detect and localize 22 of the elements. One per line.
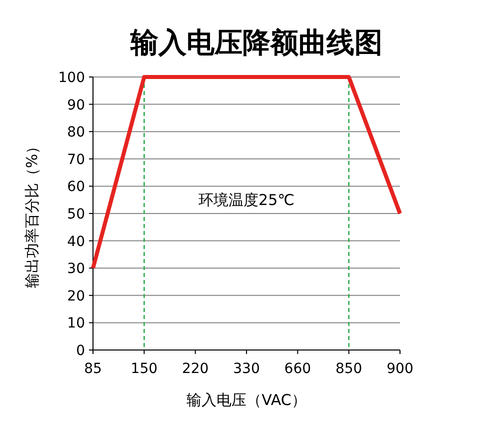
y-tick-label: 90	[67, 97, 85, 114]
x-tick-label: 660	[284, 361, 312, 377]
x-tick-label: 330	[233, 361, 260, 377]
y-tick-label: 100	[58, 70, 85, 86]
x-tick-label: 85	[84, 361, 102, 377]
y-tick-label: 70	[67, 152, 85, 168]
x-tick-label: 150	[130, 361, 158, 377]
y-tick-label: 80	[67, 124, 85, 141]
x-axis-title: 输入电压（VAC）	[186, 391, 306, 409]
y-tick-label: 50	[67, 206, 85, 222]
y-tick-label: 40	[67, 234, 85, 250]
chart-title: 输入电压降额曲线图	[130, 26, 382, 59]
y-tick-label: 10	[67, 316, 85, 332]
x-tick-label: 900	[386, 361, 414, 377]
annotation: 环境温度25℃	[198, 190, 294, 209]
x-tick-label: 850	[335, 361, 362, 377]
y-tick-label: 60	[67, 179, 85, 196]
y-tick-label: 0	[76, 343, 85, 359]
y-tick-label: 30	[67, 261, 85, 278]
y-tick-label: 20	[67, 288, 85, 304]
x-tick-label: 220	[182, 361, 209, 377]
y-axis-title: 输出功率百分比（%）	[23, 138, 41, 288]
